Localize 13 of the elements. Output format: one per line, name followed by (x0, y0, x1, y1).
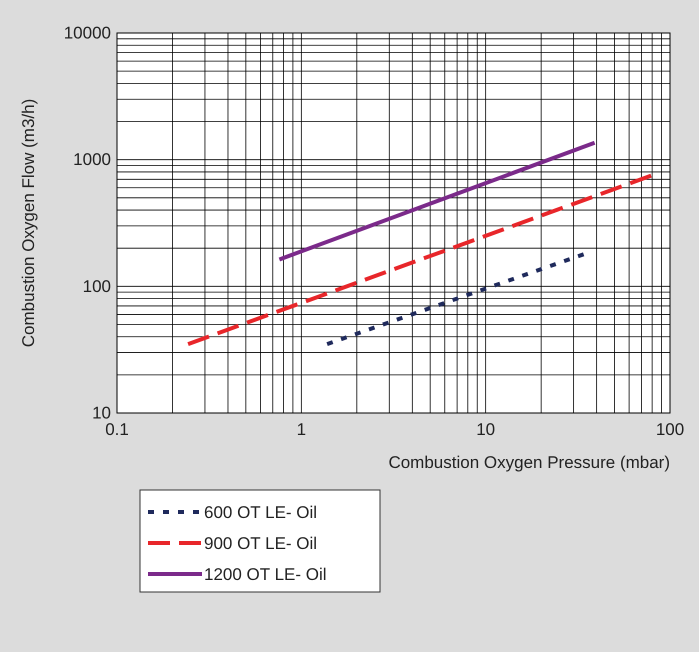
legend-label: 900 OT LE- Oil (204, 534, 318, 553)
legend-label: 600 OT LE- Oil (204, 503, 318, 522)
x-tick-label: 10 (476, 420, 496, 440)
y-tick-label: 10 (92, 403, 111, 422)
y-tick-label: 100 (82, 276, 111, 296)
y-tick-label: 1000 (73, 150, 111, 170)
x-tick-label: 100 (656, 420, 684, 440)
y-tick-label: 10000 (64, 23, 111, 42)
y-axis-title: Combustion Oxygen Flow (m3/h) (19, 98, 38, 348)
legend-label: 1200 OT LE- Oil (204, 565, 327, 584)
x-tick-label: 0.1 (105, 420, 129, 440)
x-tick-label: 1 (296, 420, 306, 440)
x-axis-title: Combustion Oxygen Pressure (mbar) (388, 453, 670, 472)
